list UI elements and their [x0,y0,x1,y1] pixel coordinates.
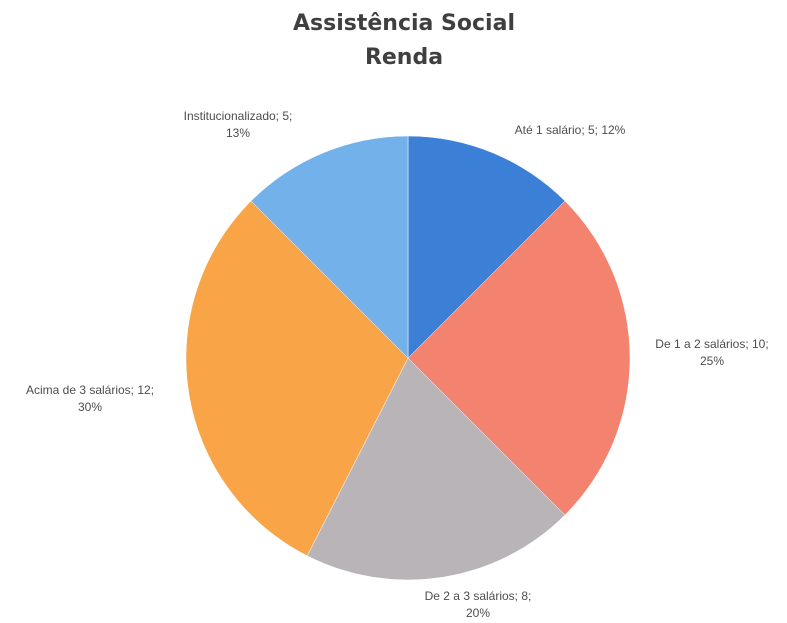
slice-label-4-line-2: 30% [78,400,102,414]
slice-label-5-line-2: 13% [226,126,250,140]
slice-label-4: Acima de 3 salários; 12; 30% [26,383,154,414]
slice-label-2-line-1: De 1 a 2 salários; 10; [655,337,768,351]
slice-label-1: Até 1 salário; 5; 12% [515,123,626,137]
slice-label-3-line-2: 20% [466,606,490,620]
slice-label-5-line-1: Institucionalizado; 5; [184,109,293,123]
pie-slice-3 [306,357,566,581]
chart-title-line-2: Renda [365,45,443,70]
slice-label-3-line-1: De 2 a 3 salários; 8; [425,589,532,603]
slice-label-1-line-1: Até 1 salário; 5; 12% [515,123,626,137]
slice-label-5: Institucionalizado; 5; 13% [184,109,293,140]
pie-slice-1 [407,135,566,359]
slice-label-3: De 2 a 3 salários; 8; 20% [425,589,532,620]
slice-label-4-line-1: Acima de 3 salários; 12; [26,383,154,397]
pie-slice-4 [185,200,409,557]
slice-label-2: De 1 a 2 salários; 10; 25% [655,337,768,368]
chart-title-line-1: Assistência Social [293,11,515,36]
pie-slice-2 [407,200,631,516]
pie-slice-5 [250,135,409,359]
slice-label-2-line-2: 25% [700,354,724,368]
